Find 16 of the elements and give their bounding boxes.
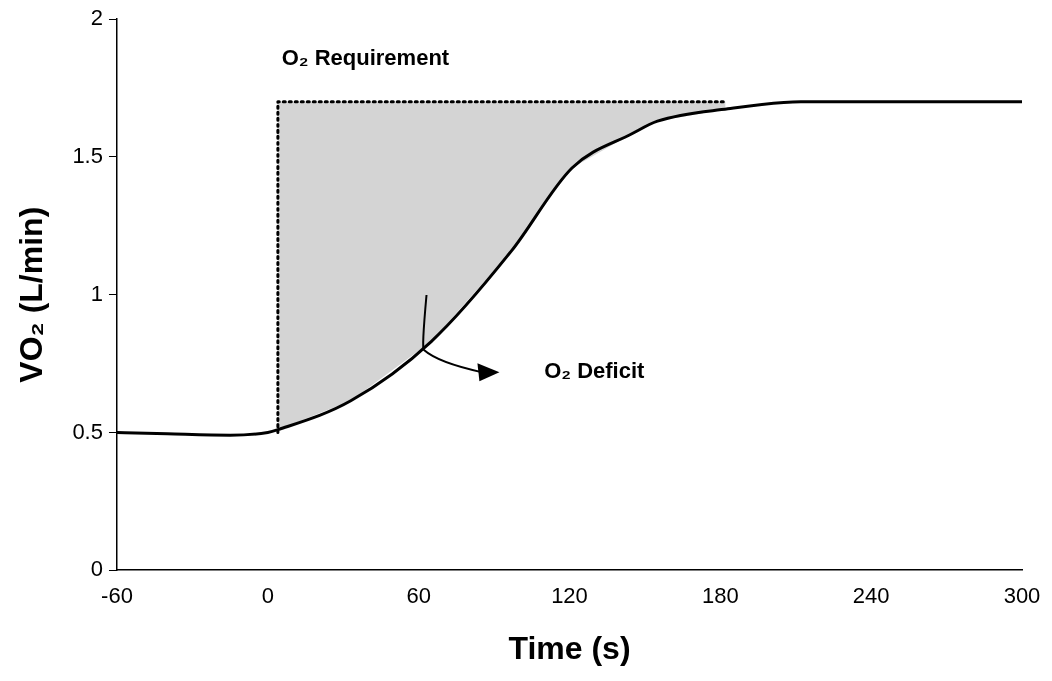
y-tick-label: 1.5 <box>72 143 103 169</box>
x-tick-label: 60 <box>406 583 431 609</box>
x-tick-label: -60 <box>101 583 133 609</box>
x-tick-label: 300 <box>1003 583 1041 609</box>
annotation: O₂ Requirement <box>281 44 450 70</box>
y-tick-label: 0.5 <box>72 418 103 444</box>
x-tick-label: 240 <box>852 583 890 609</box>
annotation: O₂ Deficit <box>544 357 646 383</box>
x-tick-label: 120 <box>551 583 588 609</box>
y-tick-label: 2 <box>90 5 103 31</box>
x-axis-title: Time (s) <box>508 629 631 666</box>
x-tick-label: 180 <box>701 583 739 609</box>
x-tick-label: 0 <box>261 583 274 609</box>
y-axis-title: VO₂ (L/min) <box>13 206 50 383</box>
y-tick-label: 1 <box>90 280 103 306</box>
y-tick-label: 0 <box>90 556 103 582</box>
